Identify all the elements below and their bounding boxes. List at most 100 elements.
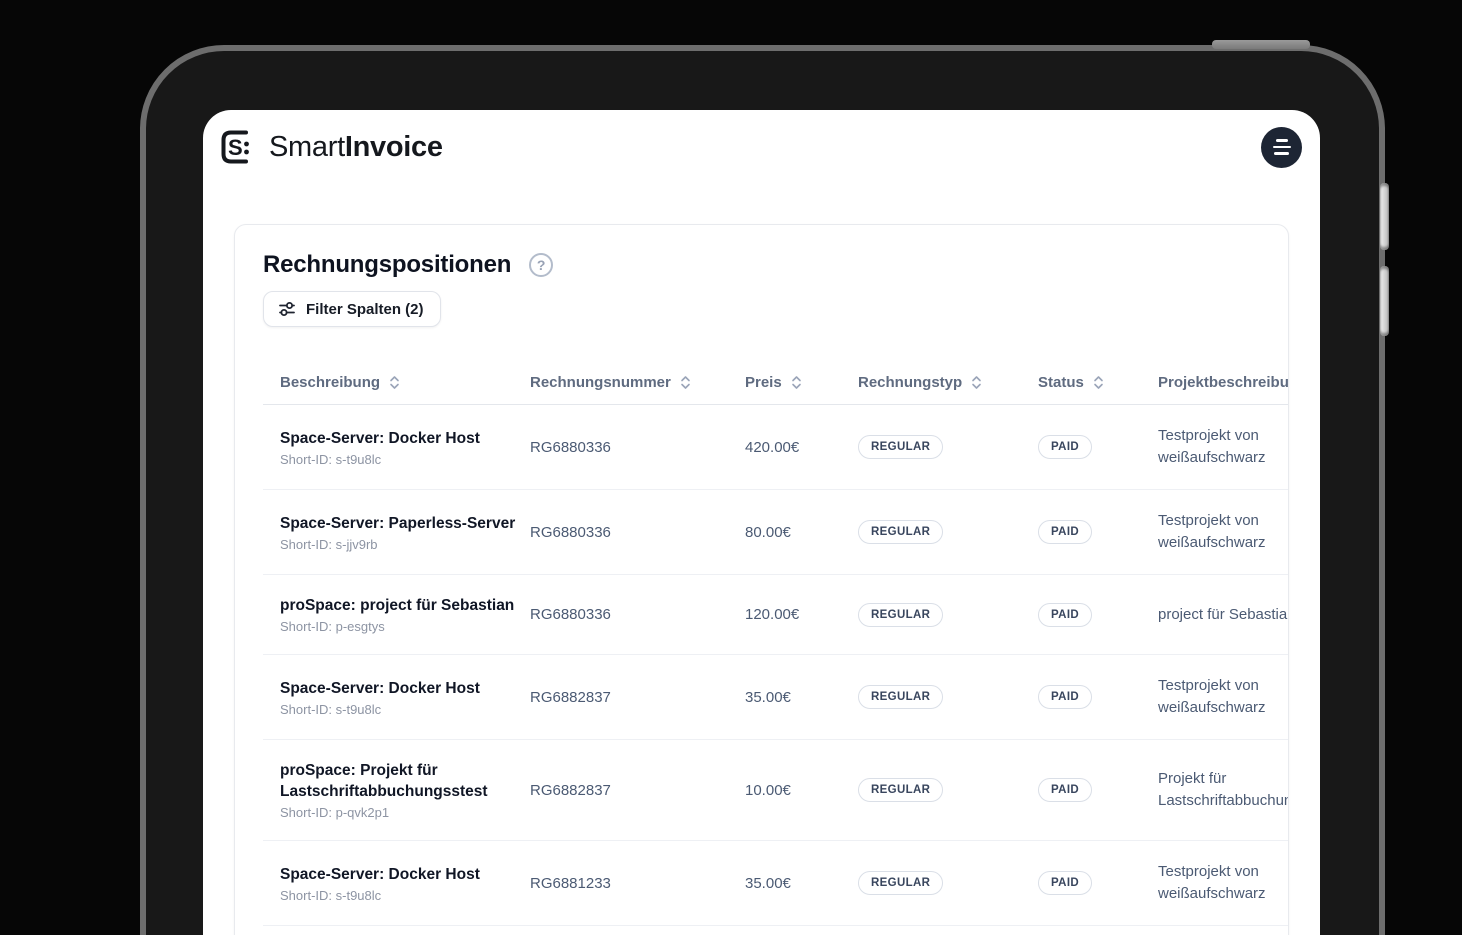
cell-project-description: project für Sebastian [1158,605,1289,623]
device-volume-down-button [1380,266,1389,336]
app-header: S SmartInvoice [203,110,1320,168]
item-description: proSpace: project für Sebastian [280,597,515,614]
table-row[interactable]: Space-Server: Docker Host Short-ID: s-t9… [263,405,1288,490]
cell-description: Space-Server: Docker Host Short-ID: s-t9… [263,408,530,487]
cell-price: 120.00€ [745,606,800,623]
item-short-id: Short-ID: s-t9u8lc [280,451,382,467]
cell-price: 80.00€ [745,523,791,541]
cell-status: PAID [1038,851,1158,915]
invoice-type-badge: REGULAR [858,871,944,895]
cell-description: Space-Server: Docker Host Short-ID: s-t9… [263,844,530,923]
device-power-button [1212,40,1310,49]
item-short-id: Short-ID: s-jjv9rb [280,536,378,552]
item-short-id: Short-ID: p-qvk2p1 [280,805,390,820]
item-description: Space-Server: Docker Host [280,429,480,447]
card-title-row: Rechnungspositionen ? [263,251,1288,279]
invoice-type-badge: REGULAR [858,602,944,627]
cell-description: Space-Server: Docker Host Short-ID: s-t9… [263,658,530,737]
cell-invoice-number: RG6880336 [530,606,611,623]
cell-invoice-number: RG6882837 [530,781,611,799]
item-description: Space-Server: Docker Host [280,865,480,883]
status-badge: PAID [1038,520,1093,544]
cell-price: 35.00€ [745,688,791,706]
item-description: proSpace: Projekt für Lastschriftabbuchu… [280,762,488,800]
column-header-rechnungsnummer[interactable]: Rechnungsnummer [530,361,745,404]
column-header-status[interactable]: Status [1038,361,1158,404]
sort-icon[interactable] [791,375,802,390]
status-badge: PAID [1038,871,1093,895]
invoice-type-badge: REGULAR [858,520,944,544]
item-description: Space-Server: Docker Host [280,679,480,697]
menu-button[interactable] [1261,126,1302,168]
brand: S SmartInvoice [219,128,443,166]
cell-invoice-number: RG6880336 [530,523,611,541]
brand-suffix: Invoice [344,130,443,163]
cell-description: Space-Server: Paperless-Server Short-ID:… [263,493,530,572]
table-row[interactable]: Space-Server: Docker Host Short-ID: s-t9… [263,655,1288,740]
cell-invoice-type: REGULAR [858,758,1038,822]
cell-description: proSpace: project für Sebastian Short-ID… [263,575,530,654]
sliders-icon [279,302,295,316]
cell-price: 35.00€ [745,874,791,892]
table-row[interactable]: Space-Server: Docker Host Short-ID: s-t9… [263,841,1288,926]
column-header-beschreibung[interactable]: Beschreibung [263,361,530,404]
sort-icon[interactable] [680,375,691,390]
status-badge: PAID [1038,602,1093,627]
invoice-items-card: Rechnungspositionen ? Filter Spalten (2)… [234,224,1289,935]
status-badge: PAID [1038,435,1093,459]
cell-price: 420.00€ [745,438,800,456]
cell-invoice-type: REGULAR [858,583,1038,647]
item-short-id: Short-ID: s-t9u8lc [280,887,382,903]
table-row[interactable]: proSpace: project für Sebastian Short-ID… [263,575,1289,655]
page-title: Rechnungspositionen [263,251,512,278]
cell-status: PAID [1038,415,1158,479]
status-badge: PAID [1038,685,1093,709]
item-short-id: Short-ID: p-esgtys [280,619,385,634]
cell-description: proSpace: Projekt für Lastschriftabbuchu… [263,740,530,840]
table-row[interactable]: proSpace: Projekt für Lastschriftabbuchu… [263,740,1289,841]
cell-status: PAID [1038,665,1158,729]
cell-project-description: Testprojekt von weißaufschwarz [1158,427,1266,466]
cell-invoice-number: RG6880336 [530,438,611,456]
sort-icon[interactable] [1093,375,1104,390]
help-icon[interactable]: ? [529,253,554,277]
cell-price: 10.00€ [745,781,791,799]
cell-project-description: Testprojekt von weißaufschwarz [1158,863,1266,902]
column-header-rechnungstyp[interactable]: Rechnungstyp [858,361,1038,404]
invoice-type-badge: REGULAR [858,435,944,459]
cell-status: PAID [1038,500,1158,564]
hamburger-icon [1275,139,1288,142]
status-badge: PAID [1038,778,1093,802]
cell-invoice-type: REGULAR [858,665,1038,729]
smartinvoice-logo-icon: S [221,130,249,164]
cell-project-description: Testprojekt von weißaufschwarz [1158,512,1266,551]
cell-invoice-type: REGULAR [858,415,1038,479]
invoice-items-table: Beschreibung Rechnungsnummer Preis Rechn… [263,361,1289,926]
app-screen: S SmartInvoice Rechnungspositionen ? [203,110,1320,935]
invoice-type-badge: REGULAR [858,778,944,802]
filter-button-label: Filter Spalten (2) [306,300,424,318]
sort-icon[interactable] [971,375,982,390]
cell-invoice-type: REGULAR [858,851,1038,915]
cell-invoice-type: REGULAR [858,500,1038,564]
table-header-row: Beschreibung Rechnungsnummer Preis Rechn… [263,361,1288,405]
brand-name: SmartInvoice [269,131,443,164]
cell-invoice-number: RG6881233 [530,874,611,892]
device-volume-up-button [1380,183,1389,250]
column-header-preis[interactable]: Preis [745,361,858,404]
filter-columns-button[interactable]: Filter Spalten (2) [263,291,441,327]
invoice-type-badge: REGULAR [858,685,944,709]
cell-project-description: Projekt für Lastschriftabbuchungsstest [1158,770,1289,809]
table-body: Space-Server: Docker Host Short-ID: s-t9… [263,405,1289,926]
table-row[interactable]: Space-Server: Paperless-Server Short-ID:… [263,490,1288,575]
column-header-projektbeschreibung[interactable]: Projektbeschreibung [1158,361,1288,404]
svg-text:S: S [228,135,243,160]
cell-status: PAID [1038,583,1158,647]
brand-prefix: Smart [269,130,345,163]
cell-invoice-number: RG6882837 [530,688,611,706]
cell-status: PAID [1038,758,1158,822]
item-short-id: Short-ID: s-t9u8lc [280,701,382,717]
item-description: Space-Server: Paperless-Server [280,514,516,532]
sort-icon[interactable] [389,375,400,390]
